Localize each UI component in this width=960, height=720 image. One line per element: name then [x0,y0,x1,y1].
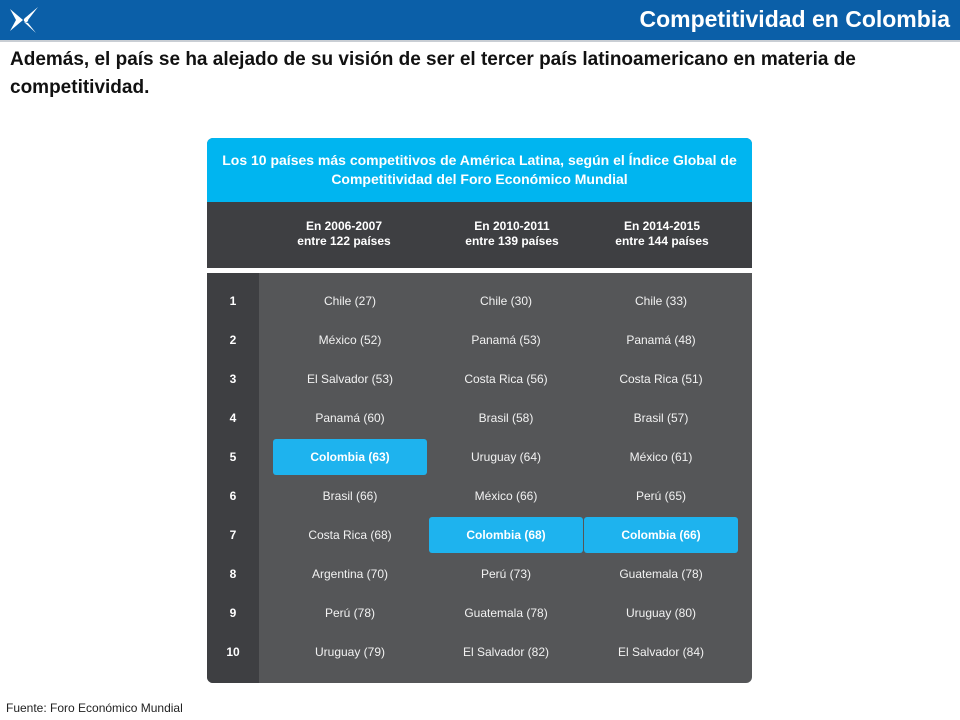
header-divider [207,268,752,273]
table-cell: Brasil (66) [322,489,378,503]
column-subtitle: entre 144 países [615,234,709,248]
table-cell: Costa Rica (51) [619,372,703,386]
table-cell: El Salvador (82) [462,645,550,659]
rank-number: 5 [229,450,237,464]
source-note: Fuente: Foro Económico Mundial [6,701,183,715]
table-cell: El Salvador (84) [617,645,705,659]
table-cell: Chile (30) [479,294,533,308]
table-cell: Brasil (57) [633,411,689,425]
column-header-2006: En 2006-2007 entre 122 países [269,219,419,249]
slide-title: Competitividad en Colombia [639,6,950,32]
table-cell: Uruguay (64) [470,450,542,464]
rank-column [207,273,259,683]
rank-number: 1 [229,294,237,308]
column-period: En 2010-2011 [474,219,550,233]
table-title: Los 10 países más competitivos de Améric… [207,138,752,202]
table-cell: Colombia (68) [429,517,583,553]
table-cell: Colombia (66) [584,517,738,553]
rank-number: 7 [229,528,237,542]
table-cell: México (52) [318,333,382,347]
table-cell: El Salvador (53) [306,372,394,386]
table-cell: Panamá (53) [471,333,541,347]
intro-text: Además, el país se ha alejado de su visi… [10,49,856,98]
rank-number: 10 [226,645,240,659]
table-cell: Costa Rica (56) [464,372,548,386]
logo-icon [10,7,38,33]
column-subtitle: entre 122 países [297,234,391,248]
table-cell: Brasil (58) [478,411,534,425]
table-cell: Uruguay (80) [625,606,697,620]
column-period: En 2014-2015 [623,219,701,233]
column-headers: En 2006-2007 entre 122 países En 2010-20… [207,202,752,268]
table-cell: Argentina (70) [311,567,389,581]
column-header-2010: En 2010-2011 entre 139 países [437,219,587,249]
table-cell: Perú (78) [324,606,376,620]
table-cell: Chile (33) [634,294,688,308]
rank-number: 9 [229,606,237,620]
table-cell: México (61) [629,450,693,464]
title-bar: Competitividad en Colombia [0,0,960,42]
column-header-2014: En 2014-2015 entre 144 países [587,219,737,249]
table-cell: Guatemala (78) [619,567,703,581]
table-cell: Panamá (48) [626,333,696,347]
rank-number: 6 [229,489,237,503]
table-cell: Colombia (63) [273,439,427,475]
ranking-table: Los 10 países más competitivos de Améric… [207,138,752,683]
rank-number: 2 [229,333,237,347]
column-subtitle: entre 139 países [465,234,559,248]
table-cell: Perú (65) [635,489,687,503]
table-cell: Uruguay (79) [314,645,386,659]
column-period: En 2006-2007 [305,219,383,233]
table-cell: Perú (73) [480,567,532,581]
table-cell: México (66) [474,489,538,503]
rank-number: 3 [229,372,237,386]
rank-number: 8 [229,567,237,581]
rank-number: 4 [229,411,237,425]
table-cell: Guatemala (78) [464,606,548,620]
table-cell: Costa Rica (68) [308,528,392,542]
table-cell: Chile (27) [323,294,377,308]
table-cell: Panamá (60) [315,411,385,425]
